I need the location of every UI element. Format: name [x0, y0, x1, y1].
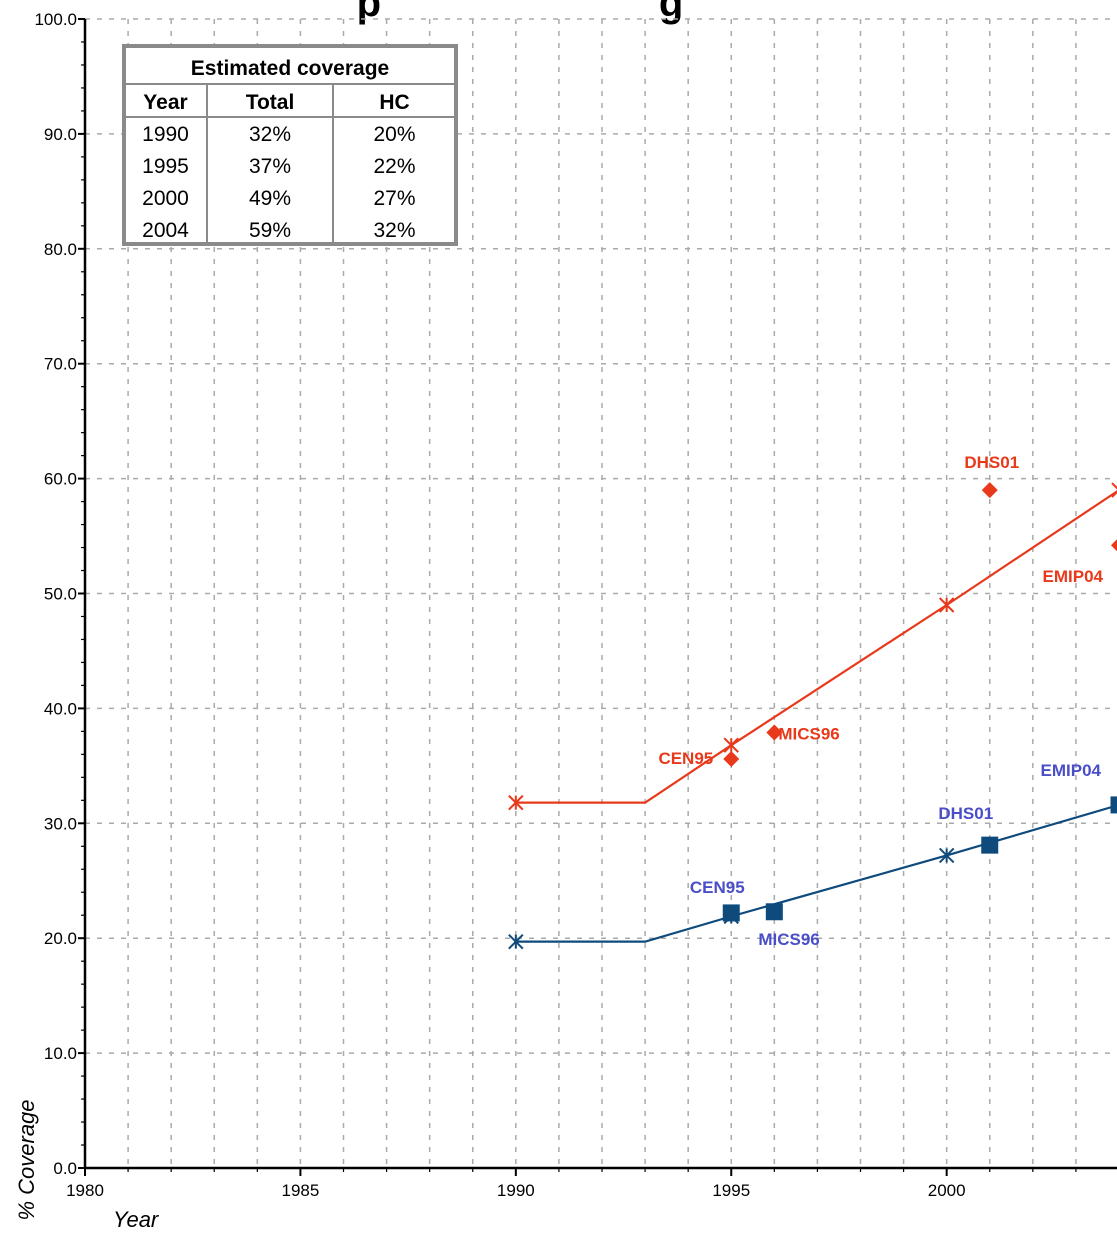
x-tick-label: 1995: [712, 1181, 750, 1200]
survey-diamond-marker: [1111, 539, 1117, 552]
survey-label: DHS01: [964, 453, 1019, 472]
survey-label: EMIP04: [1043, 567, 1104, 586]
table-cell: 2004: [142, 219, 189, 242]
estimate-star-marker: [508, 933, 524, 950]
x-tick-label: 2000: [928, 1181, 966, 1200]
table-cell: 32%: [373, 219, 415, 242]
table-frame: [122, 44, 458, 246]
y-tick-label: 70.0: [44, 355, 77, 374]
table-cell: 37%: [249, 155, 291, 178]
table-cell: 27%: [373, 187, 415, 210]
survey-label: CEN95: [658, 749, 713, 768]
axes: [78, 18, 1117, 1176]
y-tick-label: 0.0: [53, 1159, 77, 1178]
table-cell: 49%: [249, 187, 291, 210]
survey-diamond-marker: [981, 482, 998, 499]
x-tick-label: 1990: [497, 1181, 535, 1200]
table-cell: 2000: [142, 187, 189, 210]
table-cell: 20%: [373, 123, 415, 146]
table-header-cell: HC: [379, 91, 409, 114]
survey-square-marker: [722, 904, 740, 922]
survey-label: MICS96: [758, 930, 819, 949]
survey-square-marker: [1110, 796, 1117, 814]
y-tick-label: 50.0: [44, 585, 77, 604]
table-header-cell: Total: [246, 91, 295, 114]
table-cell: 22%: [373, 155, 415, 178]
point-labels: CEN95 MICS96 DHS01 EMIP04 CEN95 MICS96 DHS01 EM…: [658, 453, 1103, 949]
series-lines: [515, 490, 1117, 943]
y-tick-label: 80.0: [44, 240, 77, 259]
survey-label: DHS01: [938, 804, 993, 823]
survey-label: MICS96: [778, 725, 839, 744]
survey-diamond-marker: [723, 750, 740, 767]
hc-line: [515, 804, 1117, 943]
total-line: [515, 490, 1117, 804]
y-tick-label: 100.0: [34, 10, 77, 29]
x-tick-label: 1985: [282, 1181, 320, 1200]
table-header-cell: Year: [143, 91, 187, 114]
y-tick-label: 10.0: [44, 1044, 77, 1063]
y-tick-label: 90.0: [44, 125, 77, 144]
y-tick-label: 20.0: [44, 929, 77, 948]
estimate-star-marker: [1111, 482, 1117, 498]
y-tick-label: 40.0: [44, 699, 77, 718]
x-tick-label: 1980: [66, 1181, 104, 1200]
chart-title: p g: [357, 0, 684, 25]
survey-square-marker: [765, 903, 783, 921]
markers: [508, 482, 1117, 950]
table-cell: 32%: [249, 123, 291, 146]
table-cell: 1990: [142, 123, 189, 146]
tick-labels: 0.0 10.0 20.0 30.0 40.0 50.0 60.0 70.0 80.0 90.0 1…: [34, 10, 965, 1200]
survey-label: EMIP04: [1041, 761, 1102, 780]
table-cell: 59%: [249, 219, 291, 242]
survey-label: CEN95: [690, 878, 745, 897]
survey-diamond-marker: [766, 724, 783, 741]
y-axis-title: % Coverage: [14, 1099, 39, 1220]
table-cell: 1995: [142, 155, 189, 178]
y-tick-label: 60.0: [44, 470, 77, 489]
table-title: Estimated coverage: [191, 57, 389, 80]
estimate-star-marker: [938, 597, 955, 613]
x-axis-title: Year: [113, 1207, 160, 1232]
y-tick-label: 30.0: [44, 814, 77, 833]
estimate-star-marker: [508, 794, 524, 811]
estimate-star-marker: [723, 737, 739, 753]
survey-square-marker: [981, 836, 999, 854]
estimate-star-marker: [938, 847, 955, 864]
